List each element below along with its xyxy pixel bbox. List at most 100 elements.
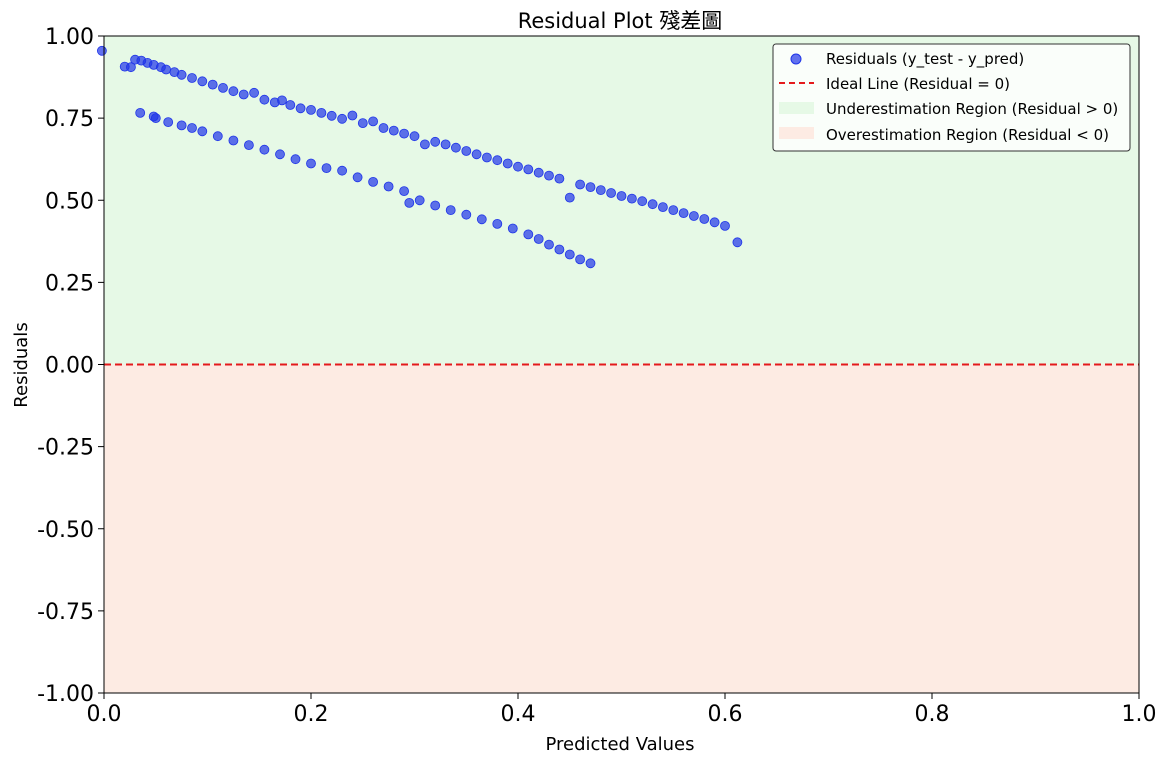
residual-point-14 [218, 83, 228, 93]
residual-point-79 [321, 163, 332, 174]
chart-title: Residual Plot 殘差圖 [518, 9, 723, 33]
residual-point-67 [150, 113, 161, 123]
x-axis-ticks: 0.0 0.2 0.4 0.6 0.8 1.0 [87, 693, 1157, 727]
residual-point-39 [471, 149, 482, 160]
scatter-points [97, 45, 743, 269]
legend-marker-under-region [779, 102, 814, 114]
residual-point-63 [720, 220, 730, 231]
residual-point-83 [383, 181, 394, 192]
residual-point-72 [212, 131, 223, 142]
residual-point-10 [176, 69, 187, 80]
residual-point-64 [732, 237, 743, 248]
legend-label-residuals: Residuals (y_test - y_pred) [826, 50, 1024, 69]
legend-label-under-region: Underestimation Region (Residual > 0) [826, 100, 1118, 118]
region-overestimation [104, 364, 1139, 693]
residual-point-58 [668, 205, 679, 216]
residual-point-44 [523, 164, 534, 175]
y-axis-label: Residuals [11, 322, 32, 407]
y-tick-label: 0.25 [45, 271, 94, 296]
residual-point-2 [125, 62, 136, 73]
residual-point-18 [259, 94, 270, 105]
y-tick-label: -0.75 [37, 600, 94, 625]
legend-box [772, 43, 1131, 152]
residual-point-88 [445, 205, 456, 216]
residual-point-96 [554, 244, 565, 255]
residual-point-27 [347, 110, 358, 121]
residual-point-56 [647, 199, 658, 210]
residual-point-49 [575, 179, 585, 190]
x-tick-label: 0.8 [915, 702, 950, 727]
legend-marker-over-region [779, 127, 814, 139]
residual-point-52 [606, 188, 616, 198]
residual-point-59 [678, 208, 689, 219]
residual-point-73 [228, 135, 239, 146]
residual-point-75 [259, 144, 270, 155]
residual-point-37 [450, 142, 461, 153]
residual-point-23 [306, 105, 316, 115]
residual-point-93 [523, 229, 534, 240]
residual-point-95 [544, 239, 554, 250]
residual-point-30 [378, 123, 389, 133]
residual-point-48 [564, 192, 575, 203]
legend-marker-residuals [790, 53, 802, 65]
x-tick-label: 0.0 [87, 702, 122, 727]
residual-point-26 [337, 113, 348, 124]
residual-point-43 [513, 161, 523, 172]
residual-point-38 [461, 146, 472, 156]
residual-point-85 [404, 197, 415, 208]
residual-point-12 [197, 76, 208, 87]
residual-point-82 [368, 176, 379, 187]
y-tick-label: -0.25 [37, 436, 94, 461]
residual-point-89 [461, 209, 472, 220]
residual-point-55 [637, 196, 648, 207]
residual-point-91 [492, 218, 503, 229]
x-tick-label: 0.6 [708, 702, 743, 727]
residual-point-94 [533, 234, 544, 244]
residual-point-71 [197, 126, 208, 137]
residual-point-22 [295, 103, 306, 114]
residual-point-76 [275, 149, 285, 160]
residual-point-69 [176, 120, 187, 131]
residual-point-41 [492, 155, 503, 166]
residual-point-15 [228, 86, 239, 97]
x-axis-label: Predicted Values [545, 734, 694, 755]
residual-point-84 [399, 186, 410, 197]
residual-point-86 [414, 195, 425, 206]
residual-point-24 [316, 108, 327, 118]
residual-point-62 [709, 217, 720, 228]
residual-point-87 [430, 200, 441, 211]
residual-point-78 [306, 158, 316, 169]
residual-point-54 [627, 193, 637, 204]
residual-point-45 [533, 167, 544, 178]
residual-point-61 [699, 214, 710, 224]
residual-point-70 [187, 123, 197, 133]
residual-point-74 [243, 140, 254, 151]
residual-point-16 [238, 89, 249, 100]
residual-point-21 [285, 100, 296, 110]
residual-point-57 [658, 202, 668, 213]
residual-point-51 [595, 185, 606, 196]
y-tick-label: 0.50 [45, 189, 94, 214]
y-axis-ticks: 1.00 0.75 0.50 0.25 0.00 -0.25 -0.50 -0.75 -1.00 [37, 25, 104, 707]
residual-point-36 [440, 139, 451, 150]
residual-point-8 [161, 64, 172, 75]
residual-point-80 [337, 165, 348, 176]
legend-label-ideal-line: Ideal Line (Residual = 0) [826, 75, 1010, 93]
residual-point-31 [388, 125, 399, 136]
residual-point-17 [249, 87, 260, 98]
y-tick-label: -0.50 [37, 518, 94, 543]
residual-point-97 [564, 249, 575, 260]
residual-point-11 [187, 73, 197, 83]
residual-point-25 [326, 110, 337, 121]
residual-point-90 [476, 214, 487, 225]
residual-point-34 [419, 139, 430, 150]
residual-point-13 [207, 79, 218, 90]
x-tick-label: 0.2 [294, 702, 329, 727]
x-tick-label: 1.0 [1122, 702, 1157, 727]
residual-point-46 [544, 170, 554, 181]
residual-point-77 [290, 154, 301, 165]
legend: Residuals (y_test - y_pred) Ideal Line (… [772, 43, 1131, 152]
residual-point-99 [585, 258, 596, 269]
legend-label-over-region: Overestimation Region (Residual < 0) [826, 126, 1109, 144]
